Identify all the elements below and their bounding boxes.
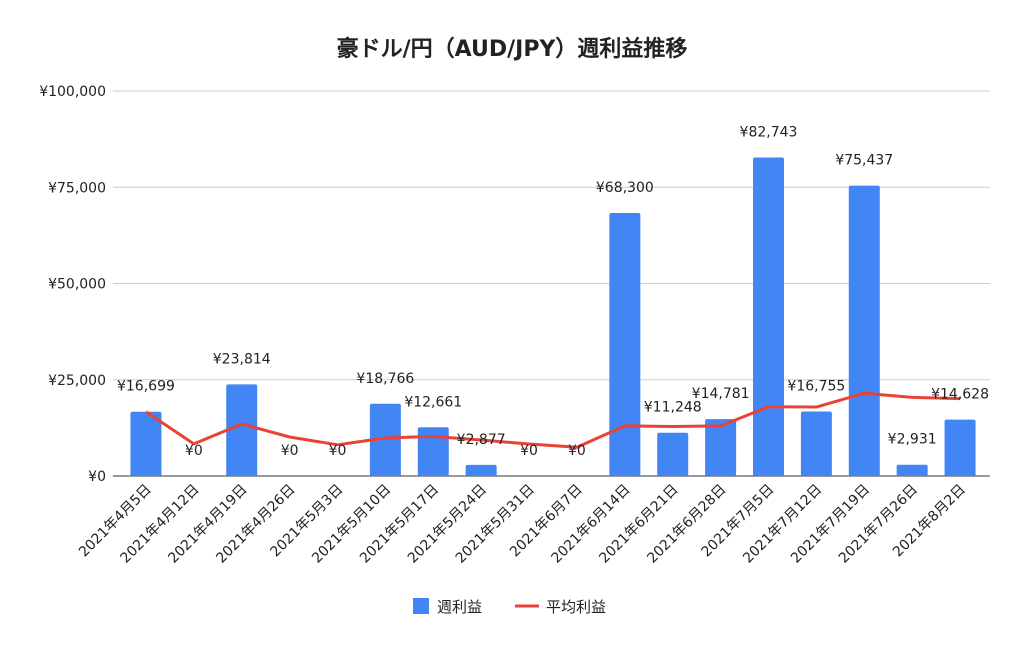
bar xyxy=(609,213,641,477)
data-label: ¥0 xyxy=(520,443,538,459)
data-label: ¥23,814 xyxy=(213,351,271,367)
data-label: ¥16,755 xyxy=(787,378,845,394)
bar xyxy=(800,411,832,476)
bar xyxy=(944,419,976,476)
data-label: ¥18,766 xyxy=(356,371,414,387)
bar xyxy=(657,432,689,476)
data-label: ¥82,743 xyxy=(740,124,798,140)
bar xyxy=(896,464,928,476)
legend-label-bar: 週利益 xyxy=(437,598,482,616)
data-label: ¥0 xyxy=(281,443,299,459)
legend: 週利益 平均利益 xyxy=(413,598,606,616)
data-label: ¥16,699 xyxy=(117,379,175,395)
bar xyxy=(848,185,880,476)
bar xyxy=(130,411,162,476)
data-label: ¥68,300 xyxy=(596,180,654,196)
chart-title: 豪ドル/円（AUD/JPY）週利益推移 xyxy=(337,36,688,62)
data-label: ¥11,248 xyxy=(644,400,702,416)
bar xyxy=(753,157,784,476)
data-label: ¥0 xyxy=(185,443,203,459)
data-label: ¥14,628 xyxy=(931,387,989,403)
data-label: ¥14,781 xyxy=(692,386,750,402)
y-tick-label: ¥25,000 xyxy=(48,373,106,389)
average-line xyxy=(145,391,961,449)
bar xyxy=(705,419,737,476)
data-label: ¥75,437 xyxy=(835,153,893,169)
bar xyxy=(417,427,449,476)
bar xyxy=(226,384,258,476)
data-label: ¥0 xyxy=(329,443,347,459)
legend-label-line: 平均利益 xyxy=(546,598,606,616)
y-tick-label: ¥100,000 xyxy=(39,84,106,100)
y-tick-label: ¥75,000 xyxy=(48,180,106,196)
bar xyxy=(465,464,497,476)
legend-swatch-bar xyxy=(413,598,429,614)
data-label: ¥2,877 xyxy=(457,432,506,448)
data-label: ¥2,931 xyxy=(888,432,937,448)
y-tick-label: ¥50,000 xyxy=(48,277,106,293)
bar xyxy=(369,403,401,476)
data-label: ¥0 xyxy=(568,443,586,459)
y-tick-label: ¥0 xyxy=(88,469,106,485)
data-label: ¥12,661 xyxy=(404,394,462,410)
